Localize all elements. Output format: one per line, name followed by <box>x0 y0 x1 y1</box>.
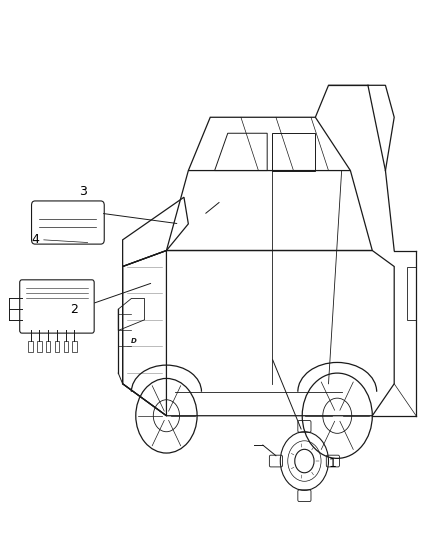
Text: 2: 2 <box>71 303 78 316</box>
Bar <box>55 341 59 352</box>
Bar <box>72 341 77 352</box>
Bar <box>37 341 42 352</box>
Text: 1: 1 <box>329 457 337 470</box>
Bar <box>46 341 50 352</box>
Bar <box>64 341 68 352</box>
Text: D: D <box>131 338 137 344</box>
Text: 4: 4 <box>31 233 39 246</box>
Text: 3: 3 <box>79 185 87 198</box>
Bar <box>28 341 33 352</box>
